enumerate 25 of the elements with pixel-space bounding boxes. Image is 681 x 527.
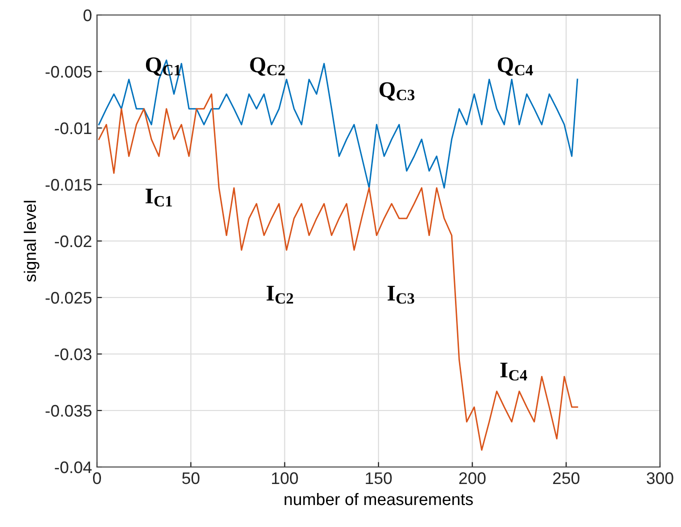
y-tick-label: -0.02 bbox=[54, 235, 92, 248]
y-tick-label: -0.04 bbox=[54, 461, 92, 474]
x-tick-label: 200 bbox=[459, 472, 486, 484]
x-axis-title: number of measurements bbox=[284, 492, 473, 506]
y-tick-label: 0 bbox=[84, 9, 92, 22]
x-tick-label: 100 bbox=[272, 472, 298, 484]
annotation: Q$_{C3}$ bbox=[380, 82, 414, 101]
y-axis-title: signal level bbox=[24, 200, 40, 282]
x-tick-label: 250 bbox=[553, 472, 580, 484]
annotation: Q$_{C4}$ bbox=[498, 57, 533, 76]
x-tick-label: 0 bbox=[93, 472, 101, 484]
y-tick-label: -0.005 bbox=[46, 66, 92, 78]
annotation: Q$_{C2}$ bbox=[250, 57, 285, 76]
y-tick-label: -0.035 bbox=[46, 404, 92, 417]
x-tick-label: 50 bbox=[182, 472, 200, 484]
y-tick-label: -0.03 bbox=[54, 348, 92, 360]
annotation: I$_{C4}$ bbox=[500, 362, 528, 381]
y-tick-label: -0.015 bbox=[46, 178, 92, 191]
x-tick-label: 150 bbox=[366, 472, 392, 484]
x-tick-label: 300 bbox=[646, 472, 674, 484]
annotation: I$_{C3}$ bbox=[388, 286, 414, 304]
annotation: I$_{C1}$ bbox=[146, 188, 172, 207]
annotation: I$_{C2}$ bbox=[266, 286, 294, 304]
y-tick-label: -0.01 bbox=[54, 122, 92, 134]
y-tick-label: -0.025 bbox=[46, 292, 92, 304]
